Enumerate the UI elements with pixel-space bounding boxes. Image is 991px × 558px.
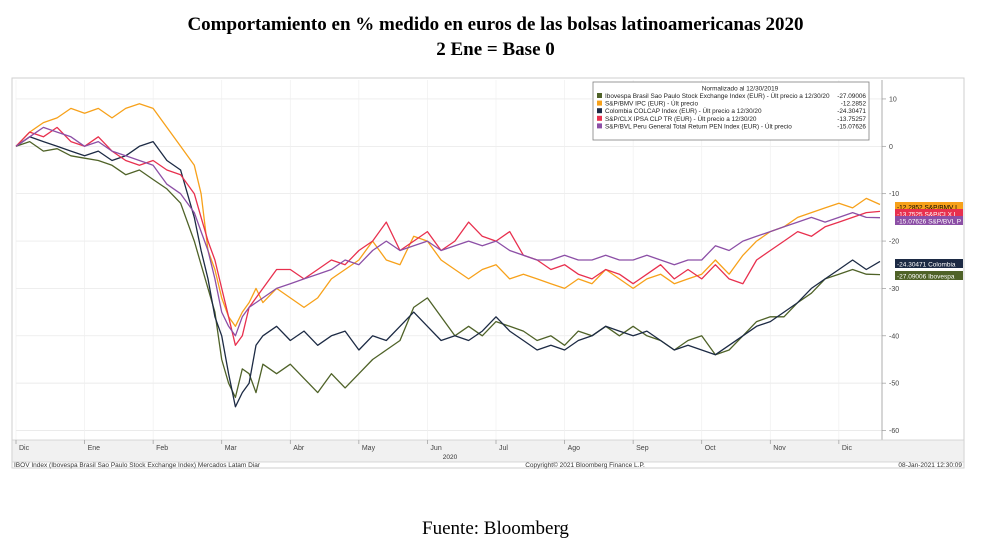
y-tick-label: -50: [889, 381, 899, 388]
end-tags: -12.2852 S&P/BMV I-13.7525 S&P/CLX I-15.…: [895, 202, 963, 280]
end-tag-label-colcap: -24.30471 Colombia: [897, 261, 956, 268]
source-note: Fuente: Bloomberg: [422, 518, 569, 539]
chart-title: Comportamiento en % medido en euros de l…: [187, 14, 804, 35]
footer-timestamp: 08-Jan-2021 12:30:09: [898, 462, 962, 469]
x-tick-label: Oct: [705, 445, 716, 452]
x-tick-label: Jun: [430, 445, 441, 452]
legend-swatch-colcap: [597, 108, 602, 114]
legend-label-colcap: Colombia COLCAP Index (EUR) - Últ precio…: [605, 106, 762, 115]
legend-value-bvl: -15.07626: [837, 123, 866, 130]
legend-box: [592, 81, 870, 141]
legend-swatch-bmv: [597, 100, 602, 106]
x-tick-label: Abr: [293, 445, 305, 452]
legend-header: Normalizado al 12/30/2019: [702, 86, 779, 93]
x-tick-layer: Dic Ene Feb Mar Abr May Jun Jul Ago Sep Oct Nov Dic: [15, 440, 853, 452]
x-tick-label: Mar: [225, 445, 238, 452]
x-axis-band: [11, 439, 965, 463]
chart-subtitle: 2 Ene = Base 0: [436, 39, 555, 60]
legend-value-ibovespa: -27.09006: [837, 93, 866, 100]
grid-layer: [15, 80, 882, 440]
legend-label-bmv: S&P/BMV IPC (EUR) - Últ precio: [605, 99, 698, 108]
x-tick-label: May: [362, 445, 376, 452]
series-line-bmv: [15, 103, 881, 327]
chart-frame: [11, 77, 965, 469]
y-tick-label: -60: [889, 428, 899, 435]
x-tick-label: Nov: [773, 445, 786, 452]
x-tick-label: Jul: [499, 445, 508, 452]
y-tick-label: -30: [889, 286, 899, 293]
footer-left: IBOV Index (Ibovespa Brasil Sao Paulo St…: [14, 462, 261, 469]
x-tick-label: Sep: [636, 445, 649, 452]
end-tag-ipsa: [895, 209, 963, 218]
legend-swatch-bvl: [597, 123, 602, 129]
legend-label-bvl: S&P/BVL Peru General Total Return PEN In…: [605, 121, 792, 130]
x-tick-label: Ago: [568, 445, 581, 452]
legend-value-ipsa: -13.75257: [837, 116, 866, 123]
end-tag-label-bvl: -15.07626 S&P/BVL P: [897, 218, 961, 225]
series-layer: [15, 103, 881, 408]
y-tick-label: -40: [889, 333, 899, 340]
legend-label-ibovespa: Ibovespa Brasil Sao Paulo Stock Exchange…: [605, 91, 830, 100]
end-tag-label-ibovespa: -27.09006 Ibovespa: [897, 273, 955, 280]
legend-label-ipsa: S&P/CLX IPSA CLP TR (EUR) - Últ precio a…: [605, 114, 757, 123]
footer-copyright: Copyright© 2021 Bloomberg Finance L.P.: [525, 461, 645, 469]
x-tick-label: Dic: [19, 445, 30, 452]
x-tick-label: Ene: [88, 445, 101, 452]
legend-value-colcap: -24.30471: [837, 108, 866, 115]
series-line-ipsa: [15, 126, 881, 346]
legend: Normalizado al 12/30/2019 Ibovespa Brasi…: [592, 81, 870, 141]
x-axis-year-label: 2020: [443, 454, 458, 461]
end-tag-bvl: [895, 216, 963, 225]
end-tag-label-ipsa: -13.7525 S&P/CLX I: [897, 211, 956, 218]
legend-value-bmv: -12.2852: [841, 101, 867, 108]
end-tag-colcap: [895, 259, 963, 268]
end-tag-bmv: [895, 202, 963, 211]
y-tick-label: -20: [889, 239, 899, 246]
end-tag-ibovespa: [895, 271, 963, 280]
x-tick-label: Feb: [156, 445, 168, 452]
end-tag-label-bmv: -12.2852 S&P/BMV I: [897, 204, 957, 211]
series-line-colcap: [15, 136, 881, 408]
y-tick-label: -10: [889, 191, 899, 198]
series-line-ibovespa: [15, 140, 881, 399]
legend-swatch-ibovespa: [597, 93, 602, 98]
x-tick-label: Dic: [842, 445, 853, 452]
legend-swatch-ipsa: [597, 115, 602, 121]
y-tick-label: 0: [889, 144, 893, 151]
axis-layer: 10 0 -10 -20 -30 -40 -50 -60: [881, 80, 899, 440]
series-line-bvl: [15, 126, 881, 337]
y-tick-label: 10: [889, 96, 897, 103]
